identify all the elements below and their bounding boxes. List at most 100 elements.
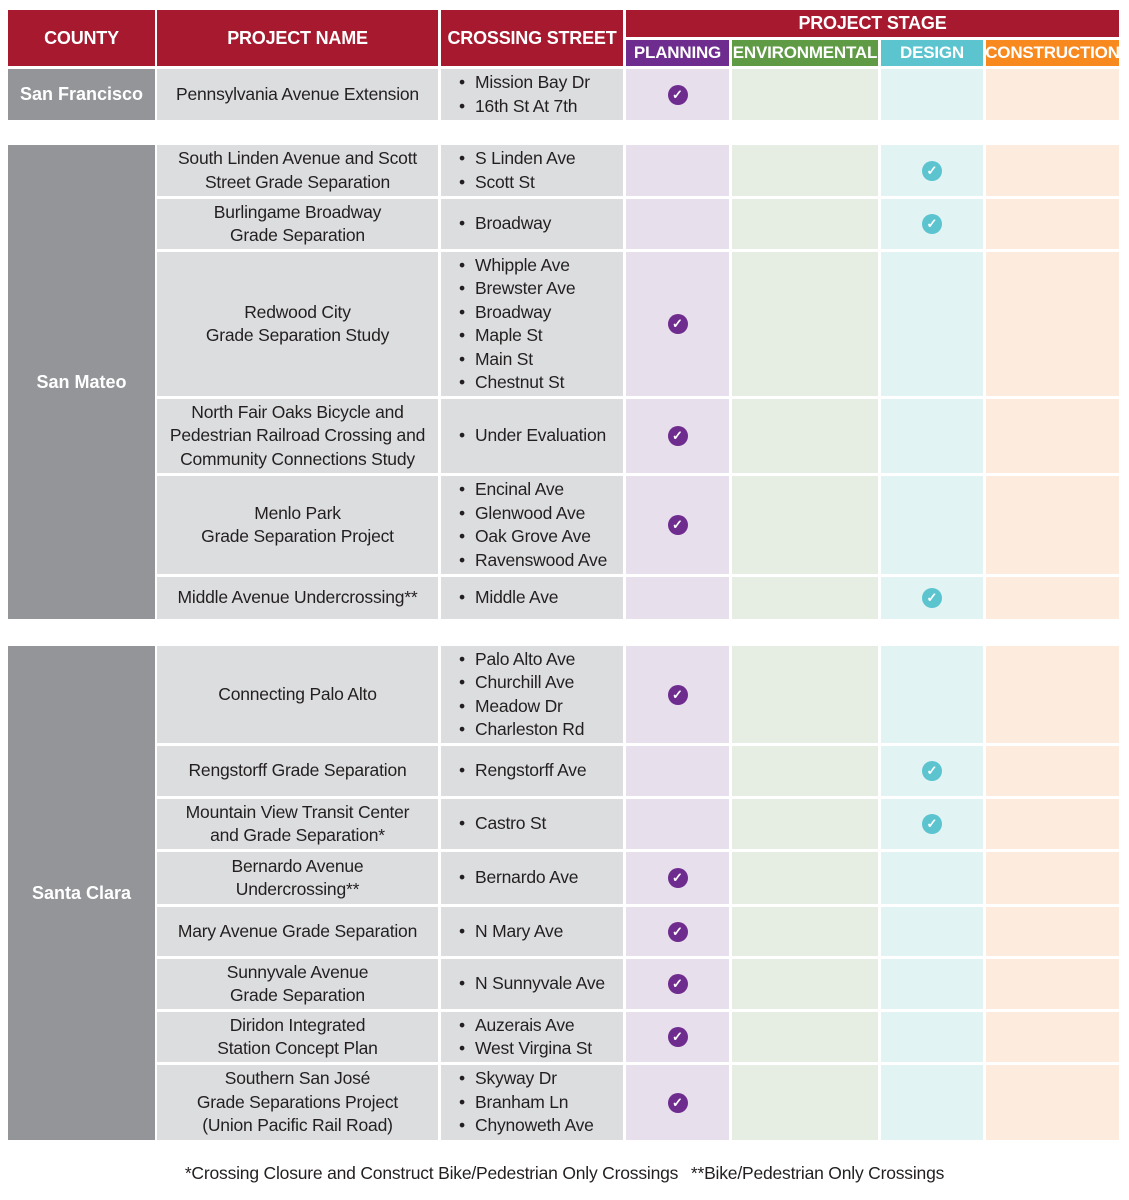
header-stage-design: DESIGN	[881, 40, 983, 66]
stage-cell-construction	[986, 646, 1119, 743]
stage-cell-planning: ✓	[626, 852, 729, 904]
county-cell: San Mateo	[8, 145, 155, 619]
stage-cell-construction	[986, 399, 1119, 473]
project-name-line: Redwood City	[244, 301, 351, 322]
project-name-line: Grade Separations Project	[196, 1091, 399, 1112]
street-item: Castro St	[459, 812, 546, 836]
street-list: Under Evaluation	[459, 424, 606, 448]
stage-cell-construction	[986, 852, 1119, 904]
stage-cell-construction	[986, 476, 1119, 574]
check-circle-icon: ✓	[922, 160, 942, 181]
stage-cell-environmental	[732, 577, 878, 619]
crossing-street-cell: Whipple AveBrewster AveBroadwayMaple StM…	[441, 252, 623, 396]
header-county: COUNTY	[8, 10, 155, 66]
stage-cell-construction	[986, 69, 1119, 120]
street-item: Maple St	[459, 324, 575, 348]
crossing-street-cell: Under Evaluation	[441, 399, 623, 473]
check-circle-icon: ✓	[667, 515, 688, 535]
county-cell: Santa Clara	[8, 646, 155, 1140]
project-name-line: Community Connections Study	[180, 448, 415, 469]
check-circle-icon: ✓	[667, 314, 688, 334]
crossing-street-cell: Broadway	[441, 199, 623, 249]
project-name-cell: Mary Avenue Grade Separation	[157, 907, 438, 956]
stage-cell-construction	[986, 746, 1119, 796]
project-name-line: Sunnyvale Avenue	[226, 961, 369, 982]
project-name-line: Mountain View Transit Center	[185, 801, 410, 822]
project-name-line: Street Grade Separation	[204, 171, 391, 192]
project-name-cell: Redwood City Grade Separation Study	[157, 252, 438, 396]
street-item: Glenwood Ave	[459, 502, 607, 526]
street-item: Oak Grove Ave	[459, 525, 607, 549]
street-item: N Sunnyvale Ave	[459, 972, 605, 996]
street-list: Rengstorff Ave	[459, 759, 587, 783]
header-stage-planning: PLANNING	[626, 40, 729, 66]
street-item: Rengstorff Ave	[459, 759, 587, 783]
project-name-line: Rengstorff Grade Separation	[188, 760, 407, 781]
project-name-line: Burlingame Broadway	[213, 201, 382, 222]
check-circle-icon: ✓	[667, 868, 688, 888]
stage-cell-planning: ✓	[626, 1012, 729, 1062]
project-name-cell: Menlo Park Grade Separation Project	[157, 476, 438, 574]
project-name-line: Grade Separation	[230, 985, 365, 1005]
street-item: West Virgina St	[459, 1037, 592, 1061]
project-name-line: Bernardo Avenue	[231, 855, 364, 876]
project-name-line: Grade Separation Project	[201, 526, 394, 546]
check-circle-icon: ✓	[667, 921, 688, 942]
stage-cell-design	[881, 476, 983, 574]
crossing-street-cell: Palo Alto AveChurchill AveMeadow DrCharl…	[441, 646, 623, 743]
stage-cell-design	[881, 646, 983, 743]
stage-cell-planning	[626, 199, 729, 249]
project-name-line: Station Concept Plan	[217, 1038, 378, 1058]
street-list: N Mary Ave	[459, 920, 563, 944]
street-item: Middle Ave	[459, 586, 558, 610]
stage-cell-planning: ✓	[626, 476, 729, 574]
stage-cell-planning: ✓	[626, 399, 729, 473]
stage-cell-design	[881, 1012, 983, 1062]
header-crossing-street: CROSSING STREET	[441, 10, 623, 66]
check-circle-icon: ✓	[667, 426, 688, 446]
check-circle-icon: ✓	[667, 1027, 688, 1047]
check-circle-icon: ✓	[922, 588, 942, 608]
stage-cell-construction	[986, 577, 1119, 619]
crossing-street-cell: Auzerais AveWest Virgina St	[441, 1012, 623, 1062]
project-name-line: Undercrossing**	[235, 879, 360, 899]
project-name-cell: Mountain View Transit Center and Grade Se…	[157, 799, 438, 849]
street-list: Encinal AveGlenwood AveOak Grove AveRave…	[459, 478, 607, 572]
crossing-street-cell: N Mary Ave	[441, 907, 623, 956]
stage-cell-design: ✓	[881, 145, 983, 196]
project-name-line: Mary Avenue Grade Separation	[177, 920, 418, 941]
project-name-line: (Union Pacific Rail Road)	[202, 1115, 393, 1136]
street-item: Skyway Dr	[459, 1067, 594, 1091]
stage-cell-environmental	[732, 1012, 878, 1062]
header-project-stage: PROJECT STAGE	[626, 10, 1119, 37]
crossing-street-cell: Rengstorff Ave	[441, 746, 623, 796]
street-list: Mission Bay Dr16th St At 7th	[459, 71, 590, 118]
street-item: Under Evaluation	[459, 424, 606, 448]
street-item: Whipple Ave	[459, 254, 575, 278]
street-item: Scott St	[459, 171, 575, 195]
project-name-line: North Fair Oaks Bicycle and	[191, 401, 404, 422]
stage-cell-design: ✓	[881, 199, 983, 249]
street-list: Middle Ave	[459, 586, 558, 610]
check-circle-icon: ✓	[667, 684, 688, 705]
footnote-crossing-closure: *Crossing Closure and Construct Bike/Ped…	[184, 1163, 679, 1183]
stage-cell-construction	[986, 799, 1119, 849]
stage-cell-environmental	[732, 69, 878, 120]
street-list: N Sunnyvale Ave	[459, 972, 605, 996]
project-name-line: Menlo Park	[254, 502, 341, 523]
street-item: Broadway	[459, 301, 575, 325]
street-item: Brewster Ave	[459, 277, 576, 301]
project-name-line: Grade Separation Study	[205, 325, 390, 345]
street-item: Branham Ln	[459, 1091, 594, 1115]
street-item: Encinal Ave	[459, 478, 607, 502]
project-name-line: Diridon Integrated	[229, 1014, 366, 1035]
stage-cell-design: ✓	[881, 799, 983, 849]
street-list: Palo Alto AveChurchill AveMeadow DrCharl…	[459, 648, 584, 742]
stage-cell-planning: ✓	[626, 959, 729, 1009]
project-name-line: and Grade Separation*	[210, 825, 385, 845]
crossing-street-cell: Castro St	[441, 799, 623, 849]
header-stage-environmental: ENVIRONMENTAL	[732, 40, 878, 66]
street-item: Churchill Ave	[459, 671, 584, 695]
street-item: Main St	[459, 348, 575, 372]
project-name-cell: Burlingame Broadway Grade Separation	[157, 199, 438, 249]
